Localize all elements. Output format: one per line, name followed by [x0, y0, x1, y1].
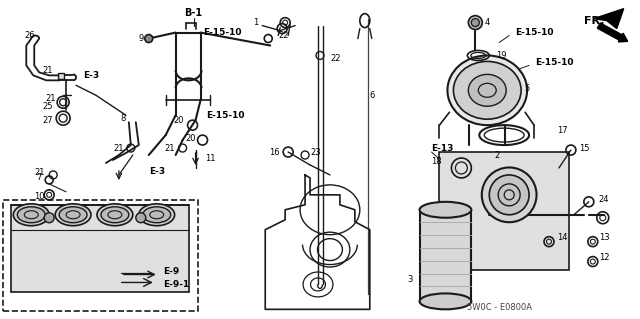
Text: 26: 26 [24, 31, 35, 40]
Ellipse shape [139, 204, 175, 226]
Text: 7: 7 [36, 174, 42, 182]
FancyArrow shape [597, 23, 628, 42]
Bar [440, 152, 569, 270]
Text: B-1: B-1 [184, 8, 203, 18]
Circle shape [136, 213, 146, 223]
Text: 14: 14 [557, 233, 568, 242]
Ellipse shape [55, 204, 91, 226]
Text: E-15-10: E-15-10 [515, 28, 554, 37]
Ellipse shape [143, 207, 171, 223]
Polygon shape [594, 9, 623, 29]
Text: 15: 15 [579, 144, 589, 152]
Text: 18: 18 [431, 158, 442, 167]
Ellipse shape [59, 207, 87, 223]
Text: 11: 11 [205, 153, 216, 162]
Ellipse shape [13, 204, 49, 226]
Text: 21: 21 [113, 144, 124, 152]
Text: E-15-10: E-15-10 [535, 58, 573, 67]
Text: 3: 3 [407, 275, 413, 284]
Text: E-3: E-3 [83, 71, 99, 80]
Text: 10: 10 [34, 192, 44, 201]
Text: 22: 22 [330, 54, 340, 63]
Text: 25: 25 [43, 102, 53, 111]
Text: E-13: E-13 [431, 144, 454, 152]
Text: 13: 13 [599, 233, 609, 242]
Text: 8: 8 [120, 114, 126, 123]
Text: 16: 16 [269, 147, 280, 157]
Text: 21: 21 [43, 66, 53, 75]
Text: 20: 20 [173, 116, 184, 125]
Bar [420, 210, 471, 301]
Text: 4: 4 [484, 18, 490, 27]
Text: 22: 22 [278, 31, 289, 40]
Text: 1: 1 [253, 18, 259, 27]
Text: E-3: E-3 [148, 167, 165, 176]
Text: 5W0C - E0800A: 5W0C - E0800A [467, 303, 532, 312]
Text: 21: 21 [35, 168, 45, 177]
Circle shape [145, 34, 153, 42]
Text: 9: 9 [138, 34, 143, 43]
Text: 12: 12 [599, 253, 609, 262]
Bar [3, 200, 198, 311]
Ellipse shape [97, 204, 133, 226]
Text: 19: 19 [496, 51, 507, 60]
Ellipse shape [101, 207, 129, 223]
Ellipse shape [420, 202, 471, 218]
Text: 20: 20 [185, 134, 196, 143]
Circle shape [471, 19, 479, 26]
Bar [12, 205, 189, 293]
Text: 6: 6 [370, 91, 375, 100]
Ellipse shape [17, 207, 45, 223]
Text: E-9-1: E-9-1 [163, 280, 189, 289]
Text: 21: 21 [164, 144, 175, 152]
Circle shape [468, 16, 483, 30]
Ellipse shape [420, 293, 471, 309]
Text: 5: 5 [524, 84, 529, 93]
Ellipse shape [489, 175, 529, 215]
Text: 2: 2 [494, 151, 499, 160]
Ellipse shape [482, 167, 536, 222]
Text: E-15-10: E-15-10 [206, 111, 244, 120]
Text: 21: 21 [45, 94, 56, 103]
Text: 17: 17 [557, 126, 568, 135]
Text: E-15-10: E-15-10 [203, 28, 242, 37]
Text: E-9: E-9 [163, 267, 179, 276]
Ellipse shape [447, 56, 527, 125]
Bar [58, 73, 64, 79]
Ellipse shape [468, 74, 506, 106]
Text: FR.: FR. [584, 16, 604, 26]
Ellipse shape [453, 62, 521, 119]
Circle shape [44, 213, 54, 223]
Text: 27: 27 [42, 116, 53, 125]
Text: 23: 23 [310, 147, 321, 157]
Text: 24: 24 [599, 195, 609, 204]
